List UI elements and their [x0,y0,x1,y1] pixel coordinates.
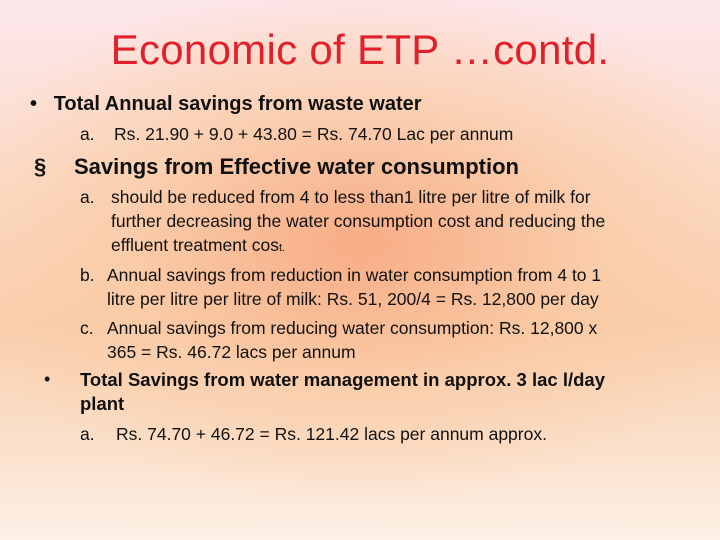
item-marker: c. [80,318,94,338]
bullet-2-item-a-line3: effluent treatment cost. [111,235,286,255]
bullet-3-item-a: a. Rs. 74.70 + 46.72 = Rs. 121.42 lacs pe… [80,424,547,444]
bullet-2-item-a-line2: further decreasing the water consumption… [111,211,606,231]
bullet-1-text: Total Annual savings from waste water [53,93,422,115]
bullet-2: § Savings from Effective water consumptio… [34,154,519,180]
bullet-2-item-a-line1: a. should be reduced from 4 to less than1… [80,187,591,207]
bullet-2-item-b-line1: b. Annual savings from reduction in water… [80,265,602,285]
bullet-3-line2: plant [80,393,125,414]
bullet-marker: § [34,154,47,179]
bullet-1: • Total Annual savings from waste water [30,93,422,116]
item-marker: a. [80,124,95,144]
slide-title: Economic of ETP …contd. [110,26,610,73]
bullet-3-line1: Total Savings from water management in a… [80,369,606,390]
bullet-2-item-b-line2: litre per litre per litre of milk: Rs. 5… [107,289,599,309]
item-marker: b. [80,265,95,285]
bullet-2-item-c-line1: c. Annual savings from reducing water con… [80,318,598,338]
item-text: Rs. 21.90 + 9.0 + 43.80 = Rs. 74.70 Lac … [114,124,514,144]
bullet-2-text: Savings from Effective water consumption [74,154,519,179]
item-marker: a. [80,187,95,207]
item-marker: a. [80,424,95,444]
bullet-1-item-a: a. Rs. 21.90 + 9.0 + 43.80 = Rs. 74.70 La… [80,124,513,145]
bullet-3-marker: • [44,369,51,389]
bullet-marker: • [30,93,38,115]
bullet-2-item-c-line2: 365 = Rs. 46.72 lacs per annum [107,342,356,362]
